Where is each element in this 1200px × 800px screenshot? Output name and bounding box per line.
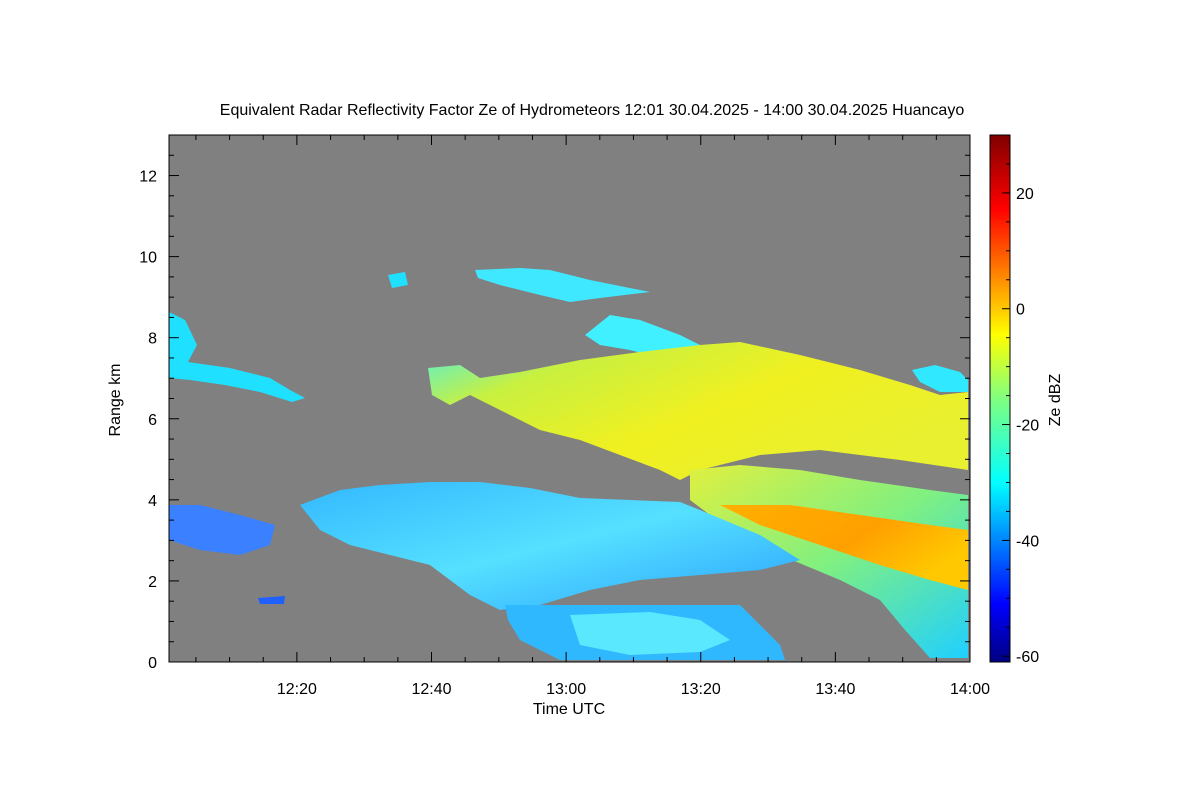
y-tick-label: 10 <box>139 250 157 267</box>
echo-fragment-high <box>475 268 650 302</box>
colorbar-tick-label: 0 <box>1016 302 1025 319</box>
colorbar-tick-label: 20 <box>1016 186 1034 203</box>
x-tick-label: 14:00 <box>950 681 990 698</box>
echo-lower-band <box>300 482 800 610</box>
x-axis-label: Time UTC <box>533 701 605 718</box>
y-tick-label: 0 <box>148 655 157 672</box>
x-tick-label: 12:20 <box>277 681 317 698</box>
colorbar-tick-label: -20 <box>1016 418 1039 435</box>
reflectivity-field <box>169 268 968 660</box>
y-tick-label: 12 <box>139 169 157 186</box>
colorbar-tick-label: -40 <box>1016 533 1039 550</box>
y-axis-label: Range km <box>107 364 124 437</box>
echo-bottom-inner <box>570 612 730 655</box>
colorbar-ticks: 20 0 -20 -40 -60 <box>1002 134 1039 666</box>
x-tick-label: 13:00 <box>546 681 586 698</box>
echo-core <box>720 505 968 590</box>
echo-upper-deck <box>428 342 968 480</box>
echo-left-low <box>169 505 275 555</box>
echo-top-right <box>912 365 968 392</box>
colorbar-label: Ze dBZ <box>1047 374 1064 427</box>
y-axis: 0 2 4 6 8 10 12 <box>139 134 970 672</box>
x-tick-label: 12:40 <box>411 681 451 698</box>
colorbar-tick-label: -60 <box>1016 649 1039 666</box>
echo-upper-left <box>169 312 305 402</box>
x-tick-label: 13:40 <box>815 681 855 698</box>
echo-speck <box>258 596 285 604</box>
chart-title: Equivalent Radar Reflectivity Factor Ze … <box>220 102 965 119</box>
y-tick-label: 6 <box>148 412 157 429</box>
y-tick-label: 4 <box>148 493 157 510</box>
echo-fragment-9km <box>388 272 408 288</box>
y-tick-label: 8 <box>148 331 157 348</box>
x-tick-label: 13:20 <box>681 681 721 698</box>
y-tick-label: 2 <box>148 574 157 591</box>
x-axis: 12:20 12:40 13:00 13:20 13:40 14:00 <box>195 135 990 698</box>
colorbar <box>989 134 1011 663</box>
